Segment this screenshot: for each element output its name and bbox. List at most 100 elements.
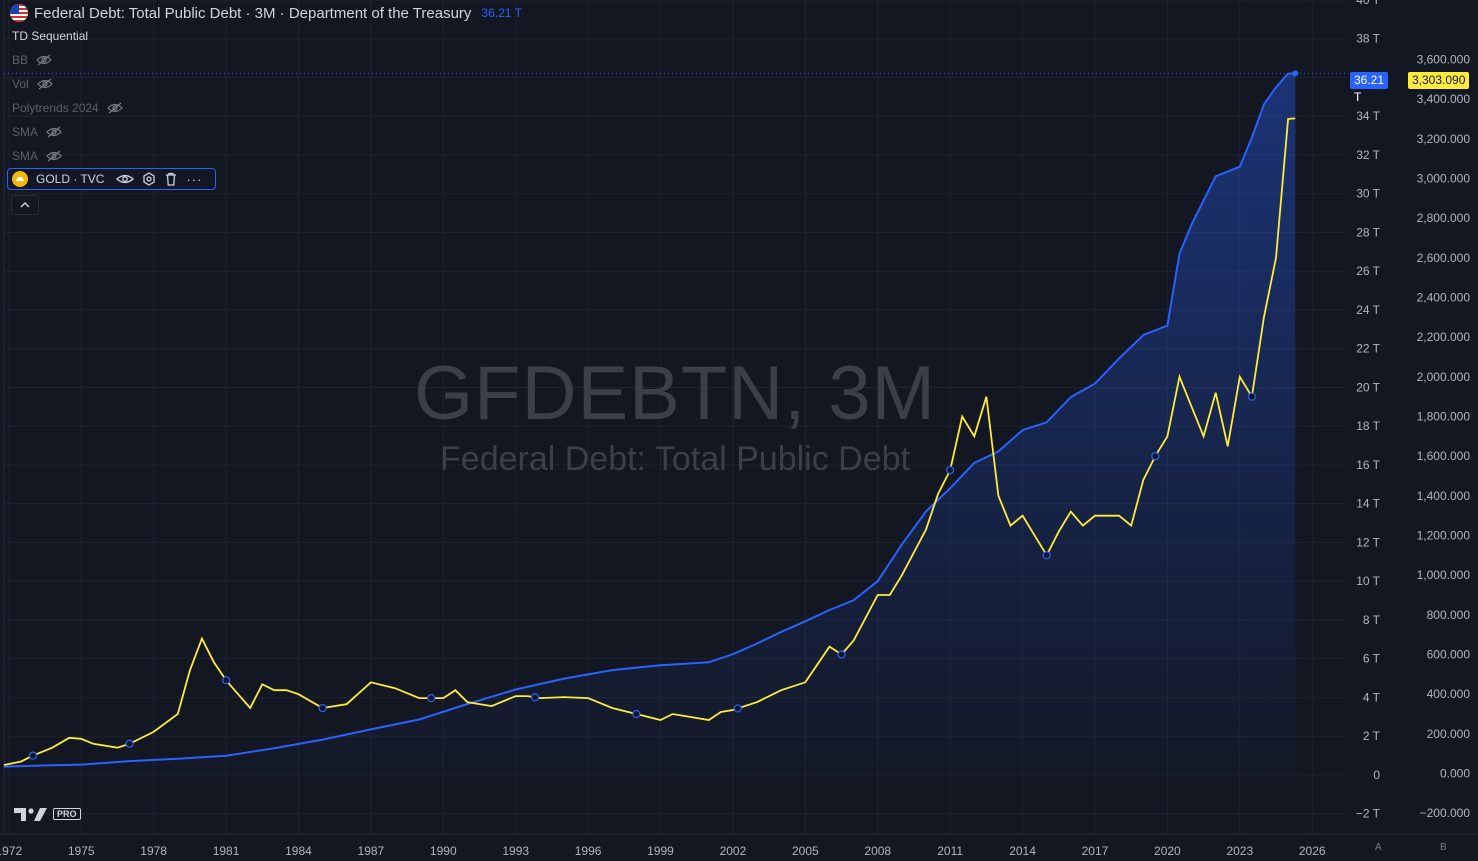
debt-price-label: 36.21 T: [1350, 72, 1389, 104]
log-scale-button[interactable]: B: [1440, 842, 1447, 853]
x-axis-tick-label: 2008: [864, 844, 891, 858]
debt-line: [3, 72, 1296, 768]
gold-axis-tick-label: 2,800.000: [1417, 211, 1471, 225]
indicator-td-sequential[interactable]: TD Sequential: [12, 29, 88, 43]
debt-axis-tick-label: 2 T: [1363, 729, 1381, 743]
td-marker: [221, 676, 231, 685]
gold-axis-tick-label: 3,200.000: [1417, 132, 1471, 146]
debt-axis-tick-label: 8 T: [1363, 613, 1381, 627]
gold-axis-tick-label: 1,800.000: [1417, 410, 1471, 424]
x-axis-tick-label: 2017: [1082, 844, 1109, 858]
td-marker: [1247, 392, 1256, 401]
eye-icon[interactable]: [116, 173, 135, 185]
last-value: 36.21 T: [481, 6, 522, 20]
debt-axis-tick-label: 30 T: [1356, 187, 1380, 201]
gold-axis-tick-label: 3,400.000: [1417, 92, 1471, 106]
indicator-label: TD Sequential: [12, 29, 89, 43]
overlay-symbol-gold[interactable]: GOLD · TVC ···: [7, 168, 216, 190]
td-marker: [837, 650, 846, 659]
indicator-label: Vol: [12, 77, 29, 91]
x-axis-tick-label: 2014: [1009, 844, 1036, 858]
gold-axis-tick-label: 3,600.000: [1417, 53, 1471, 67]
debt-axis-tick-label: 34 T: [1356, 109, 1380, 123]
us-flag-icon: [10, 4, 28, 22]
debt-axis-tick-label: 22 T: [1356, 342, 1380, 356]
indicator-bb[interactable]: BB: [12, 53, 52, 67]
x-axis-tick-label: 1993: [502, 844, 529, 858]
x-axis-tick-label: 1975: [68, 844, 95, 858]
indicator-sma-2[interactable]: SMA: [12, 149, 62, 163]
gold-icon: [12, 171, 28, 187]
x-axis-tick-label: 2011: [937, 844, 963, 858]
x-axis-tick-label: 1978: [140, 844, 167, 858]
debt-axis-tick-label: 28 T: [1356, 225, 1380, 239]
gold-axis-tick-label: 200.000: [1427, 727, 1471, 741]
debt-axis-tick-label: 20 T: [1356, 380, 1380, 394]
indicator-vol[interactable]: Vol: [12, 77, 53, 91]
trash-icon[interactable]: [164, 172, 178, 186]
debt-area: [4, 73, 1296, 775]
gold-axis-tick-label: −200.000: [1420, 806, 1471, 820]
debt-axis-tick-label: 14 T: [1356, 497, 1380, 511]
debt-axis-tick-label: 18 T: [1356, 419, 1380, 433]
debt-axis-tick-label: 24 T: [1356, 303, 1380, 317]
x-axis-tick-label: 2020: [1154, 844, 1181, 858]
gold-line: [3, 117, 1296, 766]
gold-axis-tick-label: 600.000: [1427, 648, 1471, 662]
gold-axis-tick-label: 800.000: [1427, 608, 1471, 622]
eye-hidden-icon[interactable]: [46, 150, 62, 162]
gold-axis-tick-label: 1,400.000: [1417, 489, 1471, 503]
tradingview-logo[interactable]: PRO: [14, 806, 81, 822]
debt-axis-tick-label: 12 T: [1356, 535, 1380, 549]
debt-axis-tick-label: 32 T: [1356, 148, 1380, 162]
td-marker: [125, 739, 134, 748]
gold-axis-tick-label: 2,000.000: [1417, 370, 1471, 384]
x-axis-tick-label: 1984: [285, 844, 312, 858]
x-axis-tick-label: 2026: [1299, 844, 1326, 858]
indicator-sma-1[interactable]: SMA: [12, 125, 62, 139]
debt-axis-tick-label: 26 T: [1356, 264, 1380, 278]
td-marker: [1042, 551, 1051, 560]
debt-axis-tick-label: 4 T: [1363, 690, 1381, 704]
eye-hidden-icon[interactable]: [46, 126, 62, 138]
gold-axis-tick-label: 400.000: [1427, 687, 1471, 701]
chart-title-row[interactable]: Federal Debt: Total Public Debt · 3M · D…: [10, 3, 522, 23]
x-axis-tick-label: 1981: [213, 844, 240, 858]
x-axis-tick-label: 1999: [647, 844, 674, 858]
td-marker: [632, 709, 641, 719]
auto-scale-button[interactable]: A: [1375, 842, 1382, 853]
debt-last-dot: [1292, 70, 1299, 77]
gold-axis-tick-label: 2,200.000: [1417, 330, 1471, 344]
indicator-label: SMA: [12, 149, 39, 163]
indicator-label: SMA: [12, 125, 39, 139]
indicator-label: Polytrends 2024: [12, 101, 99, 115]
chevron-up-icon: [20, 202, 30, 208]
indicator-polytrends[interactable]: Polytrends 2024: [12, 101, 123, 115]
gold-axis-tick-label: 1,200.000: [1417, 529, 1471, 543]
td-marker: [1151, 452, 1160, 461]
x-axis-tick-label: 1996: [575, 844, 602, 858]
overlay-symbol-label: GOLD · TVC: [36, 172, 105, 186]
eye-hidden-icon[interactable]: [36, 78, 53, 90]
eye-hidden-icon[interactable]: [106, 102, 123, 114]
gold-axis-tick-label: 2,400.000: [1417, 291, 1471, 305]
gold-axis-tick-label: 3,000.000: [1417, 172, 1471, 186]
td-marker: [733, 704, 742, 713]
debt-axis-tick-label: 6 T: [1363, 652, 1381, 666]
eye-hidden-icon[interactable]: [36, 54, 52, 66]
td-marker: [427, 694, 436, 703]
gold-axis-tick-label: 1,000.000: [1417, 568, 1471, 582]
tv-logo-icon: [14, 808, 47, 821]
gold-price-label: 3,303.090: [1408, 72, 1470, 89]
more-icon[interactable]: ···: [186, 171, 203, 187]
x-axis-tick-label: 1987: [358, 844, 385, 858]
debt-axis-tick-label: 0: [1373, 768, 1380, 782]
gold-axis-tick-label: 2,600.000: [1417, 251, 1471, 265]
pro-badge: PRO: [53, 808, 81, 820]
x-axis-tick-label: 1990: [430, 844, 457, 858]
collapse-legend-button[interactable]: [11, 195, 39, 215]
debt-axis-tick-label: 40 T: [1356, 0, 1380, 7]
td-marker: [946, 465, 955, 475]
settings-icon[interactable]: [142, 172, 156, 186]
